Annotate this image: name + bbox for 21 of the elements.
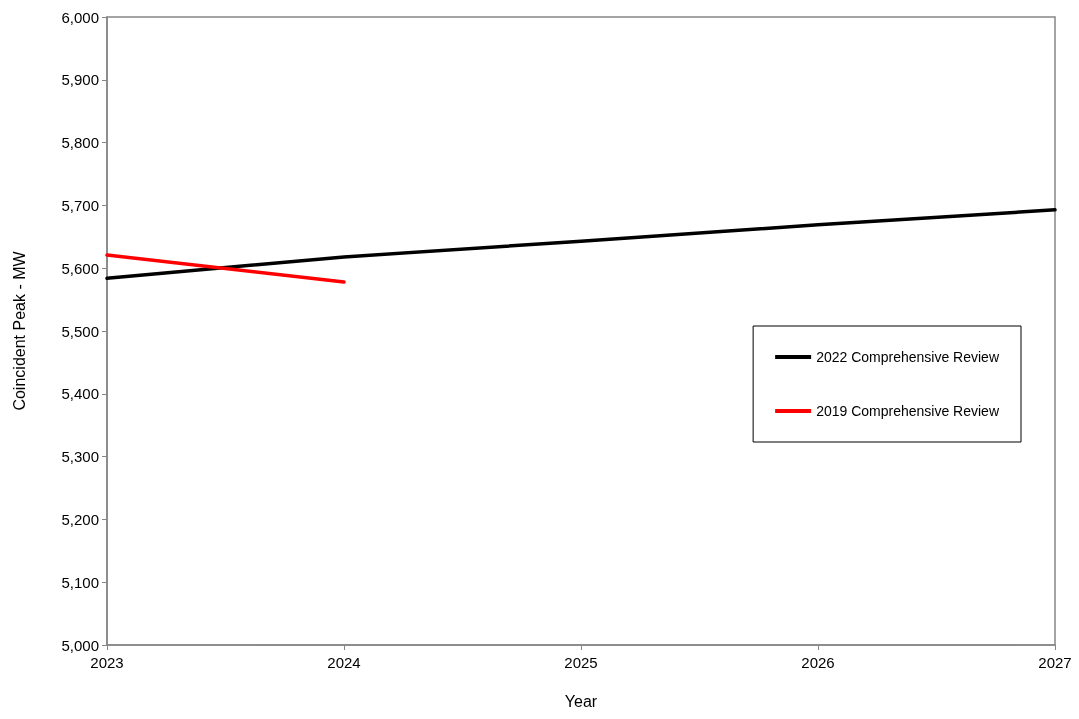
y-tick-label: 5,400 (61, 385, 99, 403)
x-tick-label: 2026 (801, 654, 835, 671)
x-tick-label: 2025 (564, 654, 598, 671)
y-tick-label: 5,600 (61, 259, 99, 277)
x-tick-label: 2023 (90, 654, 124, 671)
y-tick-label: 5,200 (61, 510, 99, 528)
y-tick-label: 5,700 (61, 196, 99, 214)
y-tick-label: 6,000 (61, 8, 99, 26)
y-tick-label: 5,900 (61, 71, 99, 89)
x-tick-label: 2027 (1038, 654, 1072, 671)
y-tick-label: 5,100 (61, 573, 99, 591)
legend-label: 2022 Comprehensive Review (816, 349, 1000, 365)
line-series (105, 208, 1057, 280)
y-tick-label: 5,500 (61, 322, 99, 340)
x-axis-title: Year (564, 692, 598, 710)
y-tick-label: 5,800 (61, 134, 99, 152)
y-axis-title: Coincident Peak - MW (10, 250, 28, 411)
y-tick-label: 5,300 (61, 448, 99, 466)
x-tick-label: 2024 (327, 654, 361, 671)
y-tick-label: 5,000 (61, 636, 99, 654)
legend-label: 2019 Comprehensive Review (816, 403, 1000, 419)
